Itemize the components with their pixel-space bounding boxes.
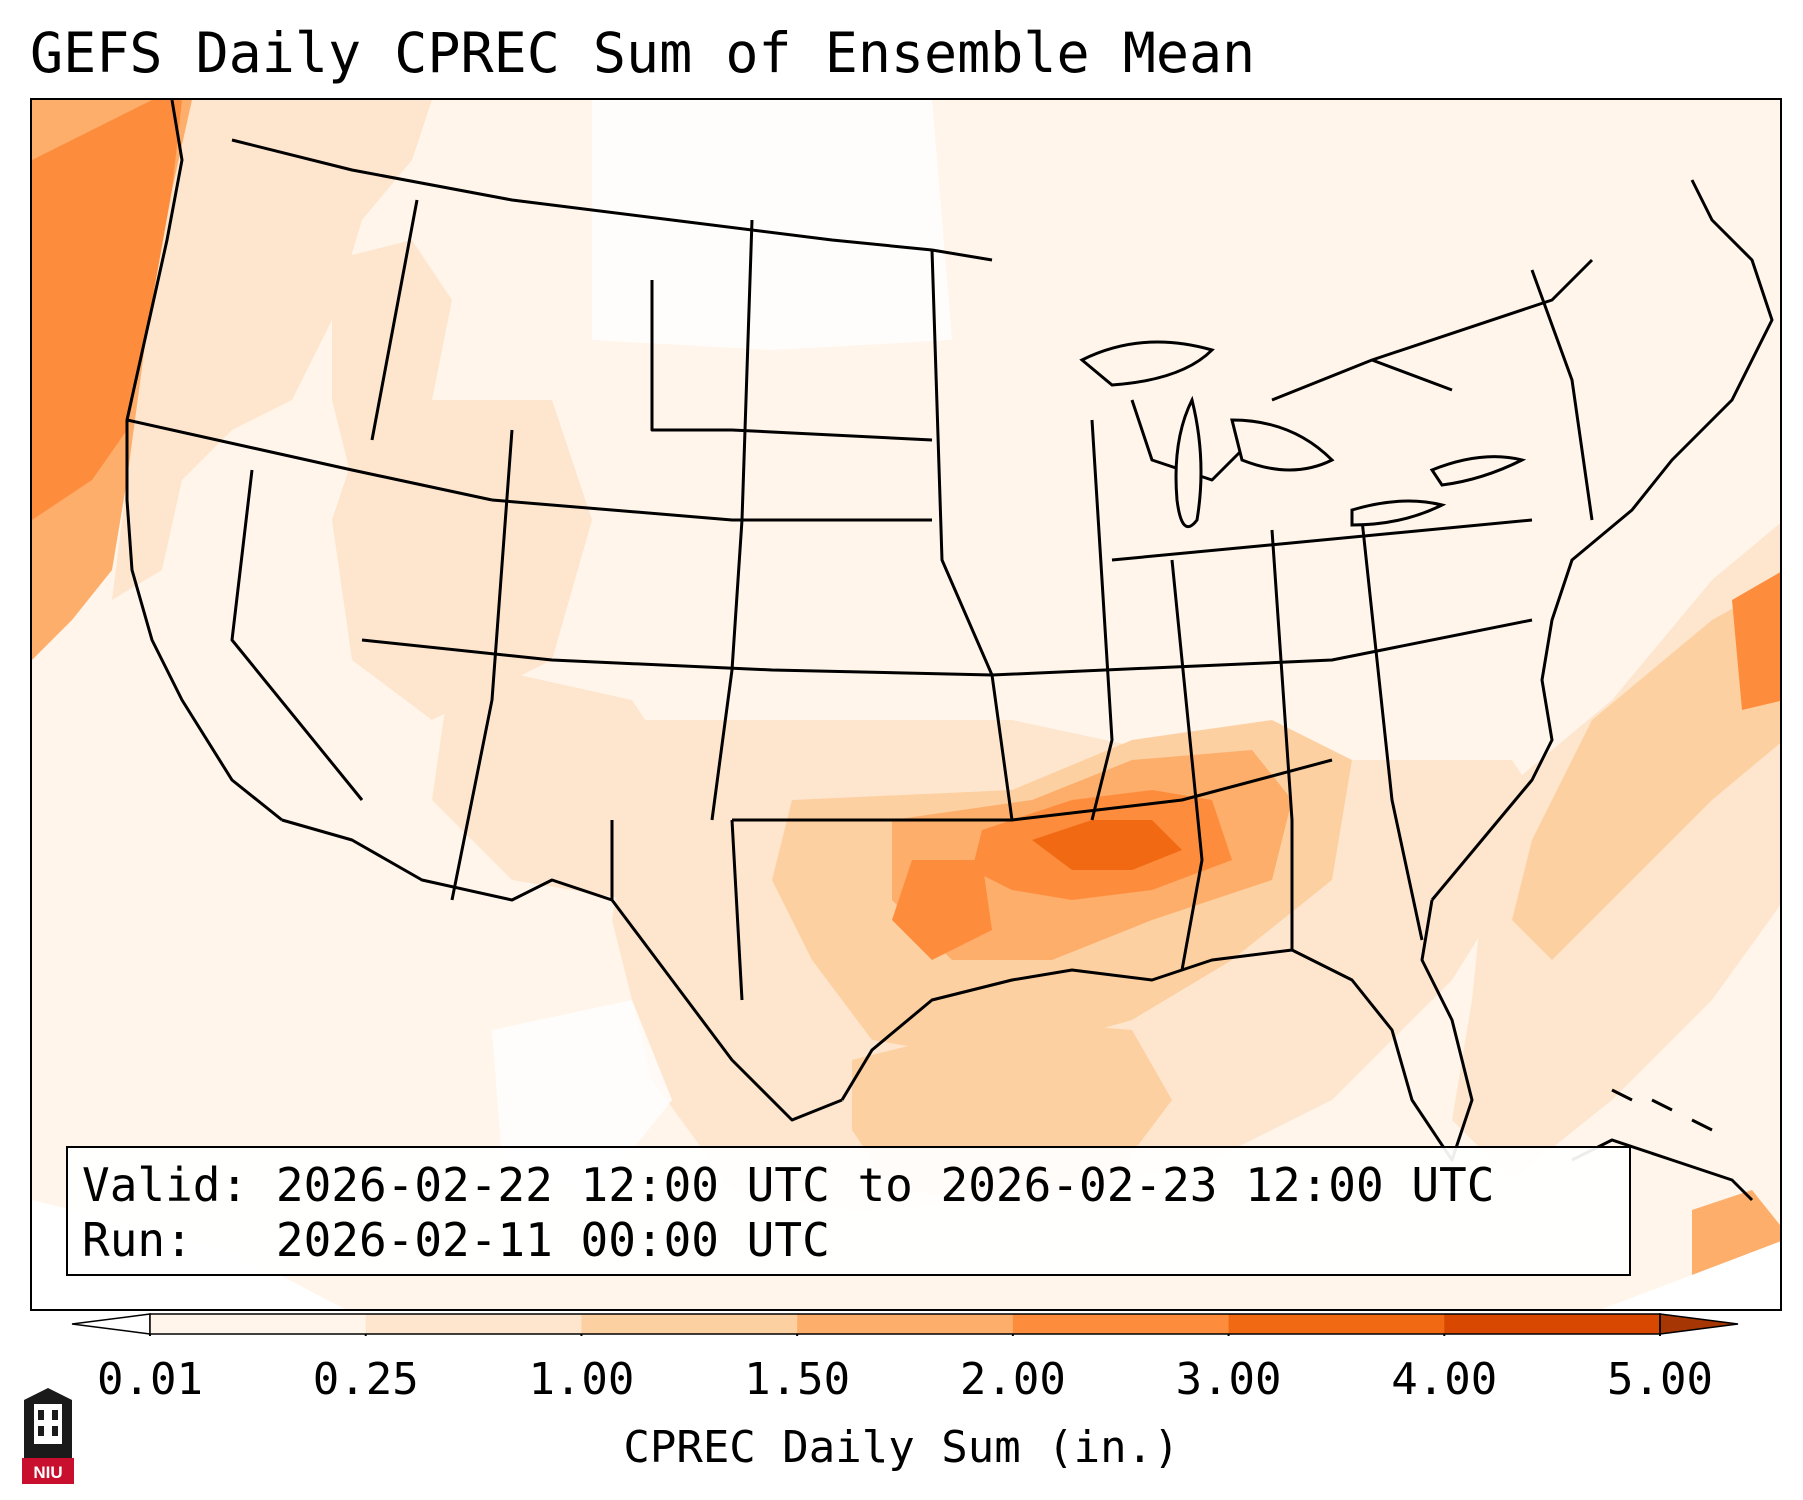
valid-line: Valid: 2026-02-22 12:00 UTC to 2026-02-2… xyxy=(82,1158,1629,1213)
precip-shading xyxy=(32,100,1780,1309)
niu-logo-text: NIU xyxy=(33,1463,62,1482)
colorbar-segment xyxy=(797,1314,1014,1334)
colorbar-tick-label: 3.00 xyxy=(1175,1354,1282,1405)
colorbar-segment xyxy=(1012,1314,1230,1334)
niu-tower-logo-icon: NIU xyxy=(22,1388,74,1484)
colorbar-segment xyxy=(1444,1314,1661,1334)
colorbar-tick-label: 0.25 xyxy=(312,1354,419,1405)
colorbar-segment xyxy=(150,1314,367,1334)
run-line: Run: 2026-02-11 00:00 UTC xyxy=(82,1213,1629,1268)
colorbar-tick-label: 5.00 xyxy=(1607,1354,1713,1405)
colorbar-tick-label: 1.00 xyxy=(528,1354,635,1405)
colorbar-tick-label: 0.01 xyxy=(97,1354,203,1405)
colorbar-segment xyxy=(581,1314,798,1334)
valid-run-info-box: Valid: 2026-02-22 12:00 UTC to 2026-02-2… xyxy=(66,1146,1631,1276)
colorbar-tick-label: 4.00 xyxy=(1391,1354,1498,1405)
colorbar-label: CPREC Daily Sum (in.) xyxy=(623,1422,1180,1473)
colorbar-segment xyxy=(365,1314,582,1334)
niu-logo: NIU xyxy=(20,1386,76,1490)
precip-map-canvas xyxy=(32,100,1780,1309)
run-label: Run: xyxy=(82,1213,193,1267)
colorbar-outline xyxy=(149,1313,1661,1335)
colorbar-extend-low xyxy=(71,1313,151,1335)
colorbar-tick-label: 2.00 xyxy=(959,1354,1066,1405)
great-lakes xyxy=(1079,340,1527,529)
colorbar-segment xyxy=(1228,1314,1445,1334)
colorbar xyxy=(71,1313,1739,1336)
valid-value: 2026-02-22 12:00 UTC to 2026-02-23 12:00… xyxy=(275,1158,1495,1212)
colorbar-tick-label: 1.50 xyxy=(744,1354,851,1405)
run-value: 2026-02-11 00:00 UTC xyxy=(275,1213,830,1267)
valid-label: Valid: xyxy=(82,1158,249,1212)
page-title: GEFS Daily CPREC Sum of Ensemble Mean xyxy=(30,21,1256,85)
colorbar-extend-high xyxy=(1659,1313,1739,1335)
precip-map xyxy=(30,98,1782,1311)
boundary-lines xyxy=(125,100,1774,1162)
